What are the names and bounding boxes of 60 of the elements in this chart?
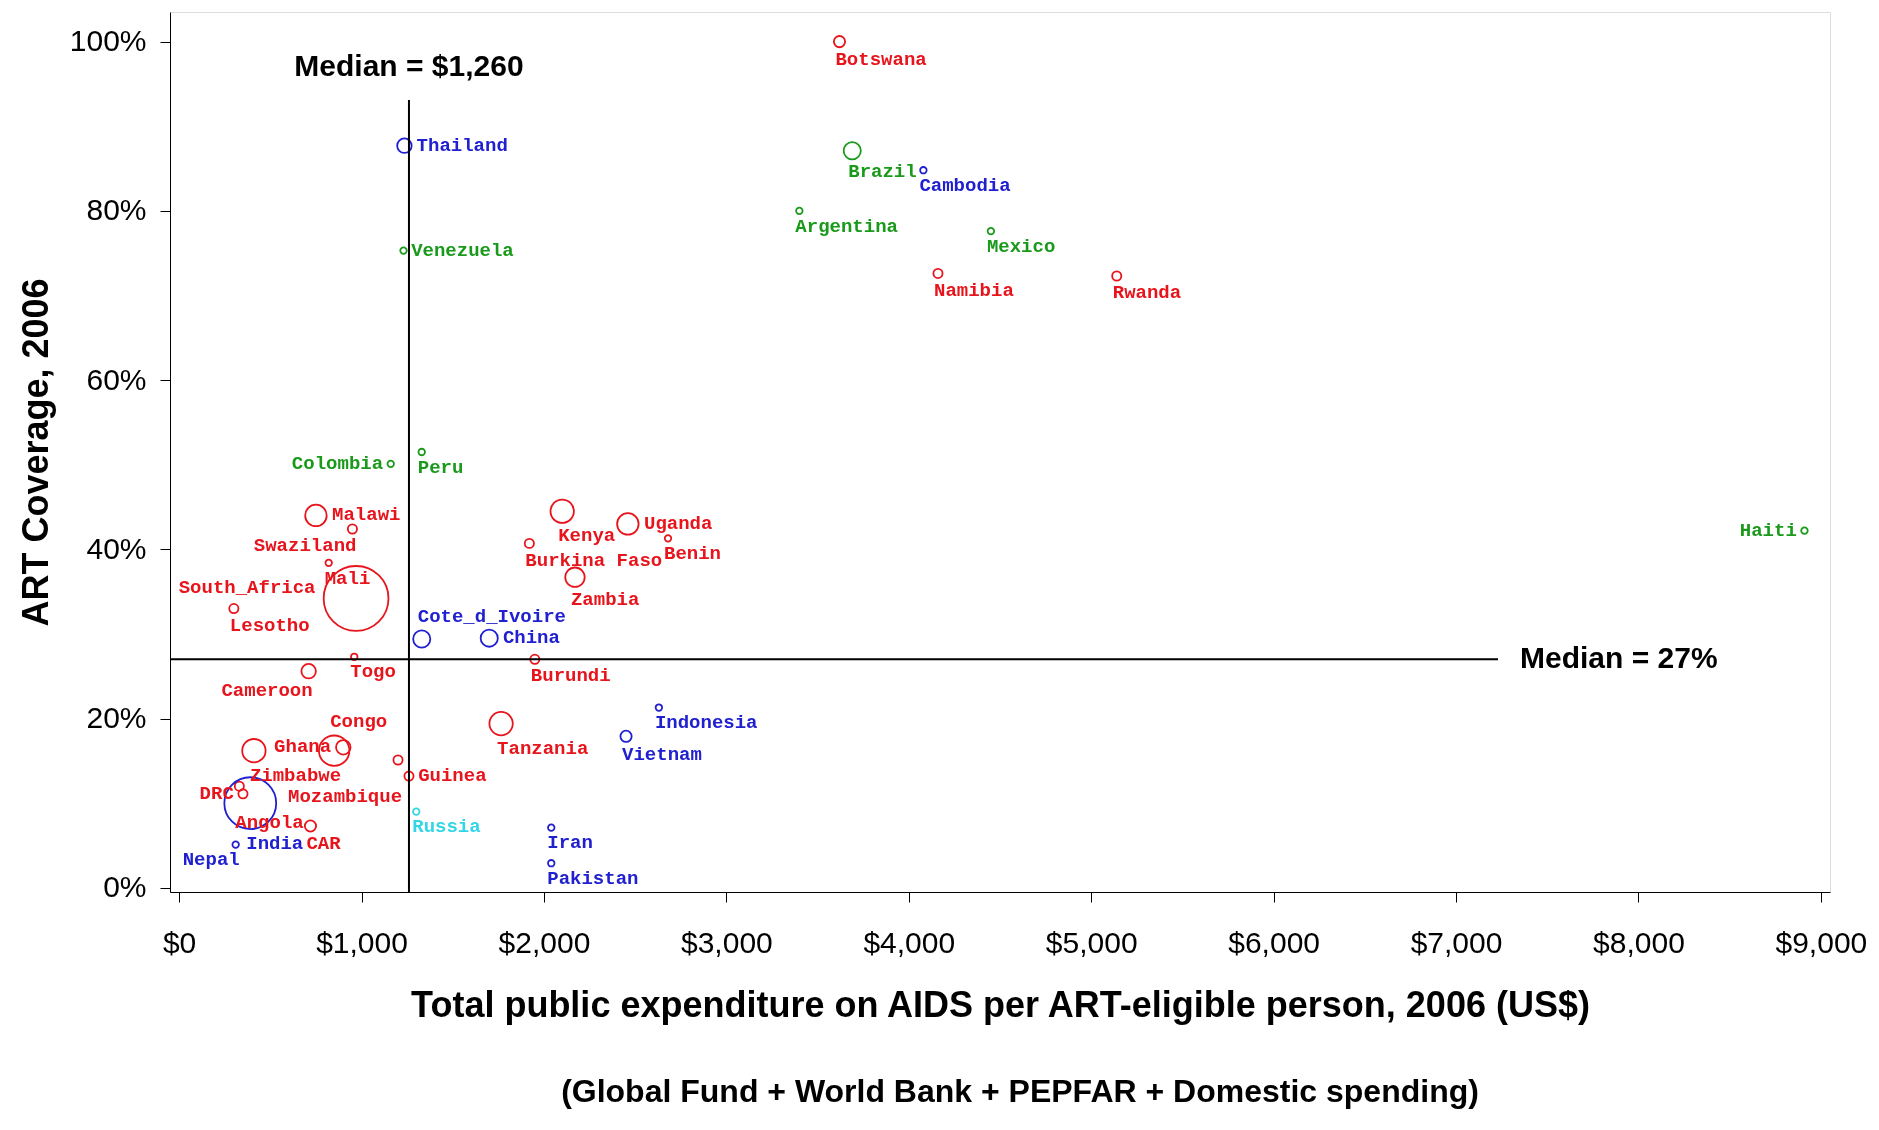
y-tick-label: 20% — [86, 701, 147, 735]
data-label: Swaziland — [253, 535, 357, 558]
data-label: Burkina Faso — [525, 549, 663, 572]
data-label: Pakistan — [547, 867, 639, 890]
y-tick-label: 60% — [86, 362, 147, 396]
ref-line-label: Median = $1,260 — [294, 49, 524, 82]
data-label: Nepal — [182, 849, 240, 872]
x-tick-label: $9,000 — [1775, 925, 1868, 959]
data-label: Zambia — [570, 589, 640, 612]
data-label: Cambodia — [919, 174, 1011, 197]
data-label: Congo — [330, 710, 388, 733]
data-label: Venezuela — [411, 239, 514, 262]
x-tick-label: $3,000 — [680, 925, 773, 959]
data-label: South_Africa — [178, 577, 316, 600]
data-label: Lesotho — [229, 614, 310, 637]
data-label: Botswana — [835, 48, 927, 71]
x-tick-label: $6,000 — [1228, 925, 1321, 959]
data-label: Cameroon — [221, 680, 313, 703]
data-label: Thailand — [416, 134, 508, 157]
data-label: Malawi — [332, 504, 401, 527]
y-tick-label: 80% — [86, 193, 147, 227]
x-tick-label: $1,000 — [316, 925, 408, 959]
data-label: CAR — [306, 833, 342, 856]
x-tick-label: $0 — [162, 925, 197, 959]
data-label: Mexico — [986, 235, 1056, 258]
data-label: India — [246, 833, 304, 856]
data-label: Argentina — [795, 215, 898, 238]
data-label: Tanzania — [497, 737, 589, 760]
y-tick-label: 0% — [103, 870, 147, 904]
data-label: Rwanda — [1112, 282, 1182, 305]
data-label: Togo — [350, 661, 396, 684]
x-tick-label: $8,000 — [1593, 925, 1685, 959]
data-label: Russia — [412, 816, 481, 839]
data-label: Haiti — [1739, 519, 1797, 542]
data-label: Indonesia — [654, 712, 758, 735]
y-tick-label: 100% — [69, 24, 147, 58]
text: (Global Fund + World Bank + PEPFAR + Domestic spending) — [561, 1073, 1479, 1109]
data-label: Zimbabwe — [249, 764, 342, 787]
data-label: Cote_d_Ivoire — [417, 606, 566, 629]
y-axis-title: ART Coverage, 2006 — [14, 278, 56, 627]
data-label: China — [502, 627, 560, 650]
x-tick-label: $2,000 — [498, 925, 591, 959]
data-label: Iran — [547, 832, 593, 855]
data-label: Benin — [664, 542, 722, 565]
data-label: Colombia — [291, 452, 384, 475]
data-label: Mozambique — [288, 786, 403, 809]
data-label: Namibia — [933, 279, 1014, 302]
data-label: Guinea — [418, 765, 487, 788]
y-tick-label: 40% — [86, 531, 147, 565]
x-tick-label: $5,000 — [1045, 925, 1138, 959]
data-label: Burundi — [530, 665, 611, 688]
x-axis-title: Total public expenditure on AIDS per ART-eligible person, 2006 (US$) — [411, 983, 1590, 1025]
data-label: Uganda — [643, 512, 713, 535]
data-label: Vietnam — [622, 743, 702, 766]
data-label: Peru — [417, 456, 464, 479]
x-tick-label: $7,000 — [1410, 925, 1503, 959]
x-tick-label: $4,000 — [863, 925, 956, 959]
ref-line-label: Median = 27% — [1520, 641, 1718, 675]
data-label: Brazil — [848, 161, 917, 184]
data-label: Kenya — [558, 525, 616, 548]
